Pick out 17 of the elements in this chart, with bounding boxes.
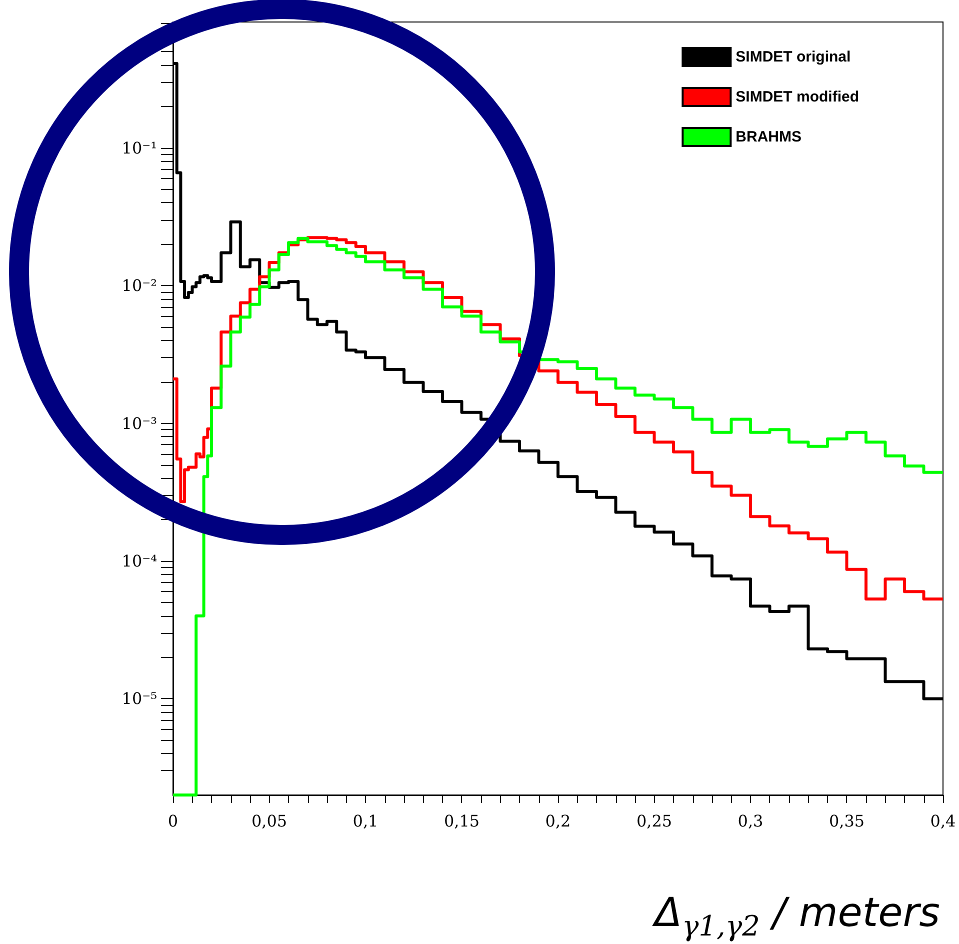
y-tick-label: 10⁻¹ — [122, 138, 157, 158]
y-tick-label: 10⁻³ — [122, 414, 157, 433]
x-tick-label: 0 — [168, 812, 178, 830]
x-tick-label: 0,3 — [738, 812, 764, 830]
x-tick-label: 0,05 — [251, 812, 288, 830]
x-tick-label: 0,15 — [444, 812, 480, 830]
x-tick-label: 0,2 — [545, 812, 571, 830]
x-tick-label: 0,1 — [352, 812, 378, 830]
x-tick-label: 0,35 — [828, 812, 865, 830]
y-tick-label: 10⁻² — [122, 276, 157, 296]
x-tick-label: 0,4 — [930, 812, 956, 830]
y-tick-label: 10⁻⁵ — [122, 689, 157, 708]
x-tick-label: 0,25 — [636, 812, 672, 830]
legend-label: SIMDET original — [736, 48, 851, 66]
y-tick-label: 10⁻⁴ — [122, 552, 157, 571]
legend-label: SIMDET modified — [736, 88, 860, 106]
legend-label: BRAHMS — [736, 128, 802, 146]
